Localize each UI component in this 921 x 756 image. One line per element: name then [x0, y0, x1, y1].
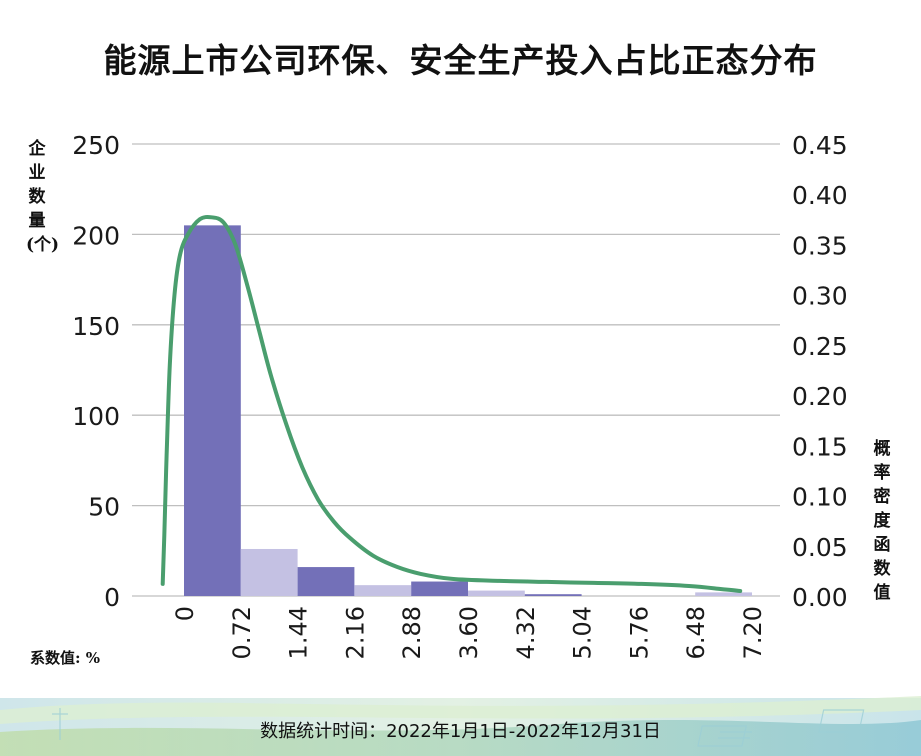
x-tick-label: 2.16	[341, 606, 369, 659]
x-tick-label: 4.32	[512, 606, 540, 659]
y-tick-label-left: 100	[72, 402, 120, 431]
x-tick-label: 1.44	[285, 606, 313, 659]
chart-title: 能源上市公司环保、安全生产投入占比正态分布	[103, 41, 818, 80]
data-period-note: 数据统计时间：2022年1月1日-2022年12月31日	[260, 721, 661, 742]
footer-decoration	[0, 696, 921, 756]
x-tick-label: 2.88	[398, 606, 426, 659]
histogram-bar	[184, 225, 241, 597]
density-curve	[160, 214, 743, 593]
x-tick-label: 7.20	[739, 606, 767, 659]
y-tick-label-right: 0.35	[792, 231, 848, 260]
y-tick-label-right: 0.25	[792, 332, 848, 361]
histogram-bar	[695, 592, 752, 596]
y-tick-label-right: 0.15	[792, 432, 848, 461]
y-tick-label-right: 0.10	[792, 483, 848, 512]
chart-plot: 0 50 100 150 200 250 0.00 0.05 0.10 0.15 0.20 0.25 0…	[72, 131, 848, 659]
y-axis-right-title: 概率密度函数值	[873, 439, 891, 603]
histogram-bar	[297, 567, 355, 596]
x-tick-label: 5.76	[625, 606, 653, 659]
histogram-bar	[524, 594, 582, 596]
histogram-bar	[468, 590, 525, 596]
y-tick-label-left: 0	[104, 583, 120, 612]
x-tick-label: 3.60	[455, 606, 483, 659]
y-tick-label-left: 200	[72, 221, 120, 250]
histogram-bar	[240, 548, 298, 596]
y-tick-label-right: 0.00	[792, 583, 848, 612]
y-tick-label-right: 0.20	[792, 382, 848, 411]
histogram-bar	[411, 581, 468, 596]
y-tick-label-left: 50	[88, 493, 120, 522]
x-tick-label: 0	[171, 606, 199, 621]
y-tick-label-right: 0.05	[792, 533, 848, 562]
y-tick-label-right: 0.30	[792, 282, 848, 311]
histogram-bar	[354, 585, 412, 596]
x-tick-label: 5.04	[569, 606, 597, 659]
x-tick-label: 0.72	[228, 606, 256, 659]
y-tick-label-right: 0.40	[792, 181, 848, 210]
x-axis-unit-note: 系数值: %	[30, 649, 101, 667]
x-tick-label: 6.48	[682, 606, 710, 659]
y-tick-label-left: 250	[72, 131, 120, 160]
y-tick-label-right: 0.45	[792, 131, 848, 160]
y-tick-label-left: 150	[72, 312, 120, 341]
